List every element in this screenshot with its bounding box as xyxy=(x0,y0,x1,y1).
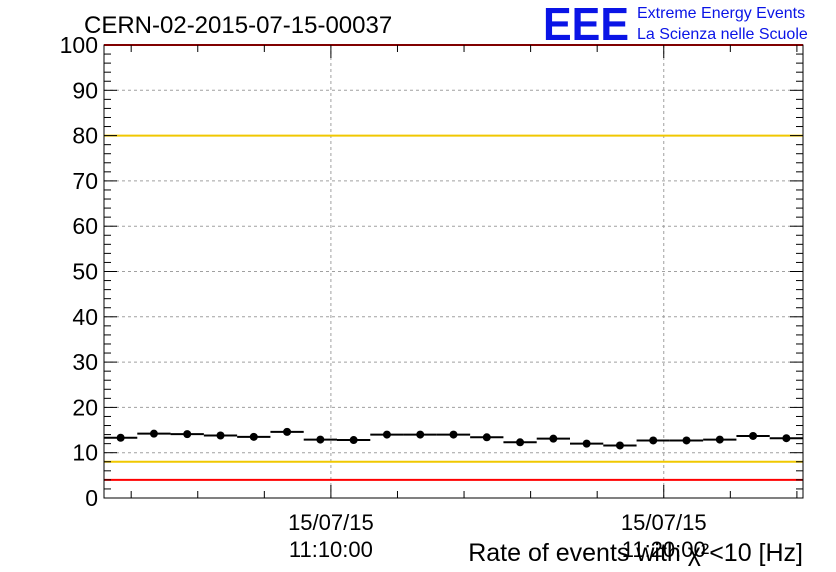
y-tick-label: 20 xyxy=(72,394,98,420)
y-tick-label: 60 xyxy=(72,213,98,239)
data-point xyxy=(349,436,358,445)
data-series xyxy=(104,427,803,450)
y-tick-label: 90 xyxy=(72,77,98,103)
y-tick-label: 30 xyxy=(72,349,98,375)
data-point xyxy=(582,439,591,448)
logo-mark: EEE xyxy=(543,0,629,50)
data-point xyxy=(449,430,458,439)
data-point xyxy=(316,435,325,444)
data-point xyxy=(682,436,691,445)
data-point xyxy=(249,432,258,441)
grid-lines xyxy=(104,45,803,498)
x-tick-time-label: 11:10:00 xyxy=(289,537,373,562)
x-tick-date-label: 15/07/15 xyxy=(621,510,707,535)
y-tick-labels: 0 10 20 30 40 50 60 70 80 90 100 xyxy=(60,32,98,511)
data-point xyxy=(615,441,624,450)
data-point xyxy=(482,433,491,442)
y-tick-label: 50 xyxy=(72,259,98,285)
axis-ticks xyxy=(104,44,803,499)
y-tick-label: 100 xyxy=(60,32,98,58)
data-point xyxy=(649,436,658,445)
data-point xyxy=(183,430,192,439)
x-axis-title: Rate of events with χ²<10 [Hz] xyxy=(468,539,803,567)
data-point xyxy=(149,429,158,438)
y-tick-label: 70 xyxy=(72,168,98,194)
data-point xyxy=(749,431,758,440)
y-tick-label: 0 xyxy=(85,485,98,511)
x-tick-date-label: 15/07/15 xyxy=(288,510,374,535)
data-point xyxy=(382,430,391,439)
data-point xyxy=(116,433,125,442)
data-point xyxy=(516,438,525,447)
data-point xyxy=(549,434,558,443)
run-title: CERN-02-2015-07-15-00037 xyxy=(84,12,392,39)
data-point xyxy=(715,435,724,444)
y-tick-label: 10 xyxy=(72,440,98,466)
data-point xyxy=(216,431,225,440)
data-point xyxy=(782,434,791,443)
data-point xyxy=(416,430,425,439)
reference-lines xyxy=(104,44,803,481)
logo-line-2: La Scienza nelle Scuole xyxy=(637,26,808,43)
eee-logo: EEE Extreme Energy Events La Scienza nel… xyxy=(543,0,808,50)
y-tick-label: 80 xyxy=(72,123,98,149)
x-tick-time-label: 11:20:00 xyxy=(622,537,706,562)
logo-line-1: Extreme Energy Events xyxy=(637,5,805,22)
y-tick-label: 40 xyxy=(72,304,98,330)
data-point xyxy=(283,427,292,436)
